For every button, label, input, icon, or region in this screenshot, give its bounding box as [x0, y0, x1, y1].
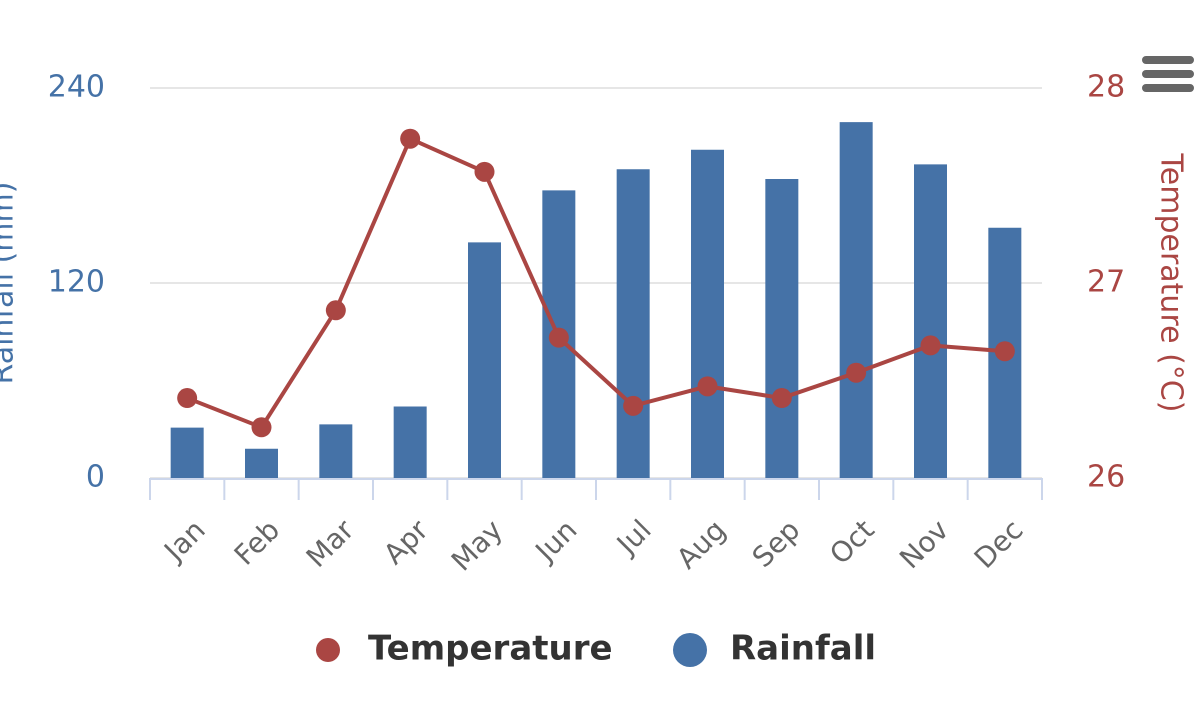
x-tick-label: Feb [228, 513, 286, 571]
point [548, 327, 569, 348]
legend-marker [673, 633, 707, 667]
x-tick-label: Aug [670, 513, 732, 575]
point [251, 417, 272, 438]
bar [839, 122, 873, 478]
x-tick-label: Apr [377, 513, 435, 571]
bar [245, 448, 278, 478]
x-tick-label: Mar [300, 513, 361, 574]
y2-tick-label: 28 [1087, 70, 1125, 105]
legend-label[interactable]: Rainfall [730, 629, 876, 669]
bar [170, 427, 204, 478]
x-tick-label: Jun [528, 513, 584, 569]
point [994, 341, 1015, 362]
y-tick-label: 120 [48, 265, 105, 300]
y-tick-label: 0 [86, 460, 105, 495]
point [920, 335, 941, 356]
point [846, 362, 867, 383]
x-tick-label: Dec [968, 513, 1030, 575]
legend-label[interactable]: Temperature [368, 629, 613, 669]
point [771, 388, 792, 409]
bar [616, 169, 650, 478]
menu-bar [1142, 70, 1194, 78]
y2-tick-label: 26 [1087, 460, 1125, 495]
menu-bar [1142, 84, 1194, 92]
bar [691, 149, 724, 478]
bar [393, 406, 427, 478]
y2-tick-label: 27 [1087, 265, 1125, 300]
point [474, 161, 495, 182]
point [325, 300, 346, 321]
x-tick-label: Nov [893, 513, 955, 575]
point [177, 388, 198, 409]
bar [319, 424, 353, 478]
menu-bar [1142, 56, 1194, 64]
y2-axis-title: Temperature (°C) [1154, 153, 1189, 413]
x-tick-label: May [445, 513, 509, 577]
bar [468, 242, 501, 478]
legend-marker [316, 638, 340, 662]
point [400, 128, 421, 149]
x-tick-label: Jul [609, 513, 658, 562]
y-axis-title: Rainfall (mm) [0, 182, 21, 385]
line [186, 136, 1005, 430]
x-tick-label: Jan [156, 513, 211, 568]
x-tick-label: Sep [746, 513, 807, 574]
point [623, 395, 644, 416]
bar [914, 164, 947, 478]
y-tick-label: 240 [48, 70, 105, 105]
bar [765, 179, 799, 478]
point [697, 376, 718, 397]
menu-icon[interactable] [1142, 56, 1194, 92]
x-tick-label: Oct [823, 513, 881, 571]
